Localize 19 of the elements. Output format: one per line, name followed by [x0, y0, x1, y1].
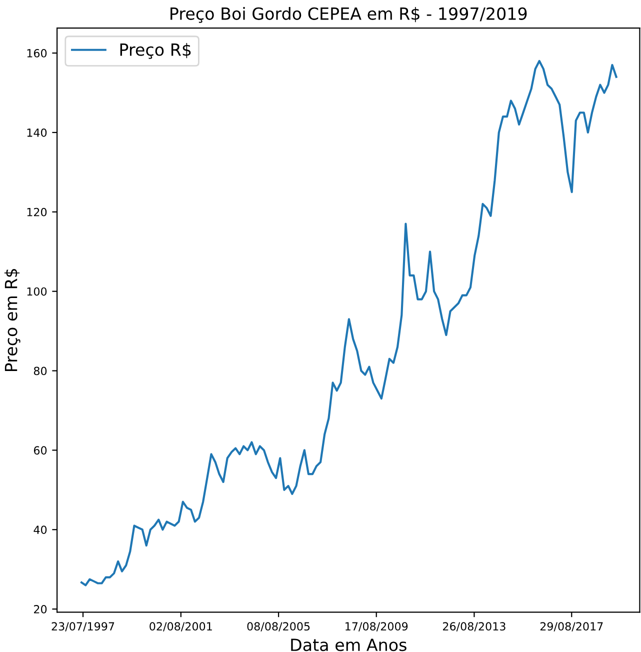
line-series	[80, 60, 618, 586]
y-tick-label: 160	[27, 49, 47, 58]
y-tick-label: 80	[34, 366, 47, 376]
y-tick-label: 140	[27, 128, 47, 137]
y-tick-label: 120	[27, 208, 47, 216]
x-tick-label: 02/08/2001	[150, 622, 212, 632]
y-tick-label: 60	[34, 446, 47, 455]
y-tick-label: 100	[27, 287, 47, 296]
chart-title: Preço Boi Gordo CEPEA em R$ - 1997/2019	[170, 7, 527, 23]
x-tick-label: 23/07/1997	[52, 622, 114, 632]
y-axis-title: Preço em R$	[4, 268, 20, 372]
y-tick-label: 40	[34, 526, 47, 534]
x-tick-label: 17/08/2009	[346, 622, 408, 632]
legend-label: Preço R$	[120, 43, 191, 59]
x-tick-label: 26/08/2013	[442, 622, 506, 632]
x-tick-label: 08/08/2005	[247, 622, 310, 632]
x-axis-title: Data em Anos	[291, 638, 406, 652]
y-tick-label: 20	[34, 605, 47, 614]
x-tick-label: 29/08/2017	[540, 622, 603, 632]
